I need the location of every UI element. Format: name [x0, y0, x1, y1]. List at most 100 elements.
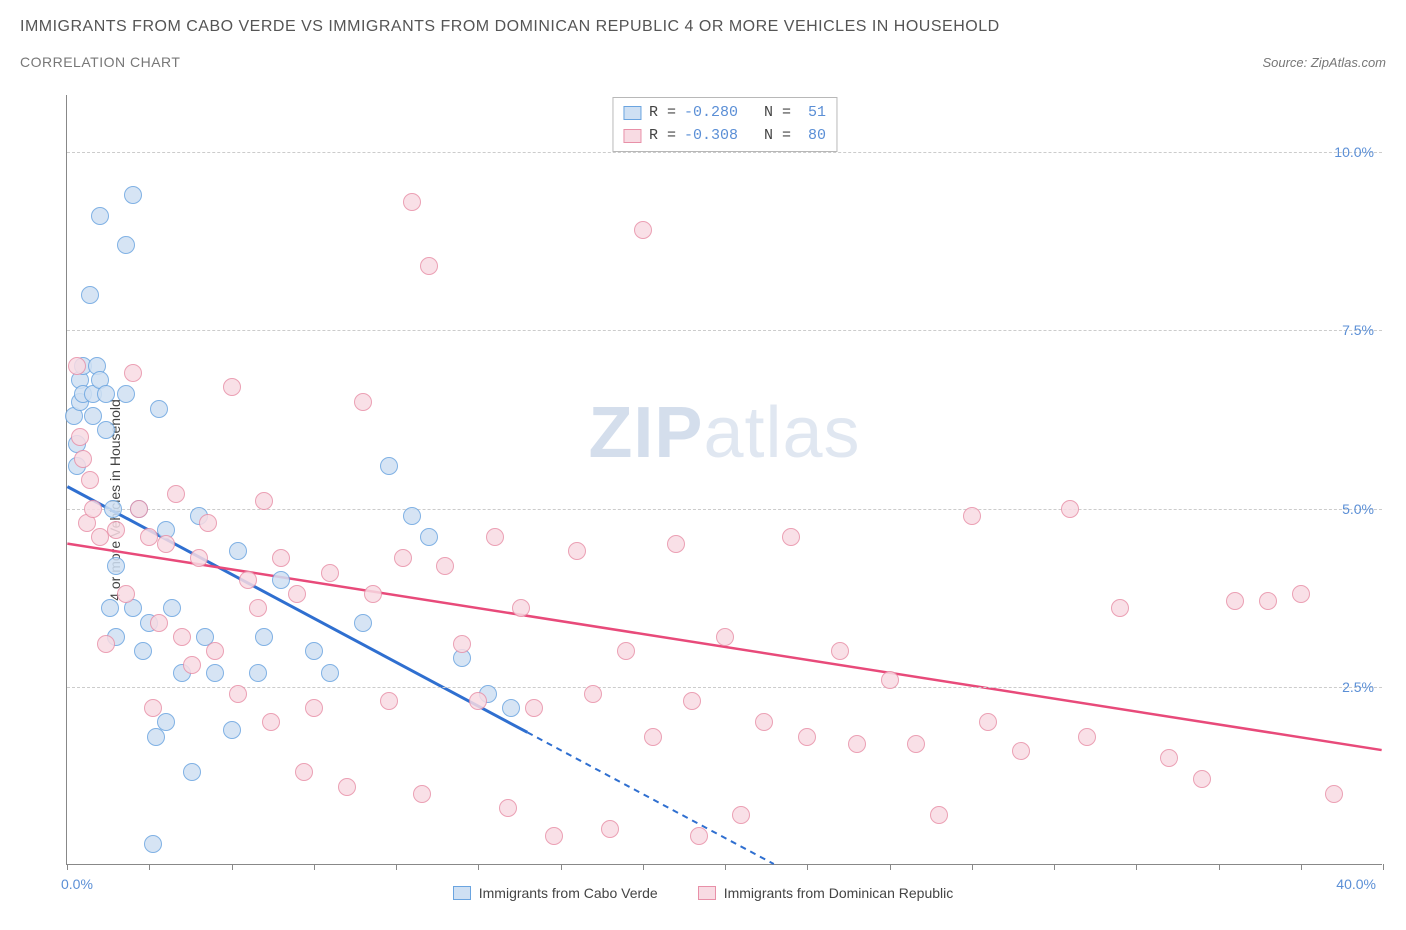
x-tick	[1383, 864, 1384, 870]
data-point	[403, 193, 421, 211]
data-point	[1078, 728, 1096, 746]
data-point	[140, 528, 158, 546]
data-point	[907, 735, 925, 753]
data-point	[157, 713, 175, 731]
stats-row: R =-0.308 N = 80	[623, 125, 826, 148]
data-point	[716, 628, 734, 646]
data-point	[321, 564, 339, 582]
data-point	[1292, 585, 1310, 603]
data-point	[848, 735, 866, 753]
data-point	[1259, 592, 1277, 610]
data-point	[163, 599, 181, 617]
stat-label: R =	[649, 125, 676, 148]
data-point	[1160, 749, 1178, 767]
data-point	[183, 763, 201, 781]
stat-label: N =	[746, 125, 791, 148]
data-point	[1325, 785, 1343, 803]
data-point	[305, 642, 323, 660]
data-point	[97, 421, 115, 439]
stat-n: 51	[799, 102, 826, 125]
x-tick	[149, 864, 150, 870]
data-point	[167, 485, 185, 503]
data-point	[634, 221, 652, 239]
data-point	[338, 778, 356, 796]
data-point	[144, 699, 162, 717]
data-point	[354, 614, 372, 632]
data-point	[545, 827, 563, 845]
y-tick-label: 5.0%	[1342, 501, 1374, 517]
data-point	[81, 471, 99, 489]
data-point	[486, 528, 504, 546]
x-tick	[232, 864, 233, 870]
data-point	[667, 535, 685, 553]
data-point	[512, 599, 530, 617]
x-tick	[478, 864, 479, 870]
data-point	[1012, 742, 1030, 760]
data-point	[229, 685, 247, 703]
data-point	[831, 642, 849, 660]
data-point	[272, 549, 290, 567]
data-point	[91, 207, 109, 225]
data-point	[249, 599, 267, 617]
data-point	[249, 664, 267, 682]
legend-item: Immigrants from Dominican Republic	[698, 885, 954, 901]
x-tick	[890, 864, 891, 870]
data-point	[97, 385, 115, 403]
x-tick	[1219, 864, 1220, 870]
data-point	[229, 542, 247, 560]
chart-subtitle: CORRELATION CHART	[20, 54, 180, 70]
data-point	[190, 549, 208, 567]
data-point	[1226, 592, 1244, 610]
data-point	[601, 820, 619, 838]
data-point	[1061, 500, 1079, 518]
data-point	[420, 257, 438, 275]
data-point	[74, 450, 92, 468]
data-point	[206, 664, 224, 682]
data-point	[255, 492, 273, 510]
x-tick	[67, 864, 68, 870]
data-point	[380, 692, 398, 710]
x-tick	[1136, 864, 1137, 870]
correlation-chart: 4 or more Vehicles in Household ZIPatlas…	[20, 95, 1386, 905]
stat-r: -0.280	[684, 102, 738, 125]
data-point	[413, 785, 431, 803]
legend-label: Immigrants from Dominican Republic	[724, 885, 954, 901]
data-point	[173, 628, 191, 646]
y-tick-label: 10.0%	[1334, 144, 1374, 160]
legend-label: Immigrants from Cabo Verde	[479, 885, 658, 901]
data-point	[117, 385, 135, 403]
x-tick	[396, 864, 397, 870]
data-point	[469, 692, 487, 710]
data-point	[453, 635, 471, 653]
gridline	[67, 687, 1382, 688]
trend-line-dashed	[527, 732, 773, 864]
data-point	[584, 685, 602, 703]
x-tick	[725, 864, 726, 870]
data-point	[288, 585, 306, 603]
data-point	[305, 699, 323, 717]
data-point	[206, 642, 224, 660]
gridline	[67, 330, 1382, 331]
data-point	[144, 835, 162, 853]
data-point	[68, 357, 86, 375]
data-point	[272, 571, 290, 589]
source-label: Source: ZipAtlas.com	[1262, 55, 1386, 70]
data-point	[732, 806, 750, 824]
data-point	[81, 286, 99, 304]
data-point	[525, 699, 543, 717]
data-point	[403, 507, 421, 525]
data-point	[963, 507, 981, 525]
data-point	[150, 614, 168, 632]
data-point	[930, 806, 948, 824]
data-point	[124, 186, 142, 204]
data-point	[71, 428, 89, 446]
trend-lines	[67, 95, 1382, 864]
data-point	[223, 378, 241, 396]
data-point	[683, 692, 701, 710]
data-point	[644, 728, 662, 746]
data-point	[394, 549, 412, 567]
data-point	[499, 799, 517, 817]
legend-swatch	[623, 106, 641, 120]
data-point	[107, 557, 125, 575]
legend-item: Immigrants from Cabo Verde	[453, 885, 658, 901]
